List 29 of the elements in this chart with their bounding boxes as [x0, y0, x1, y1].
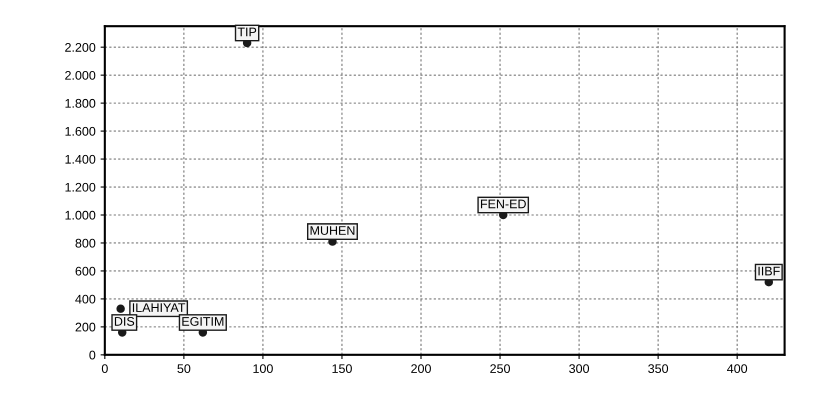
x-tick-label: 150 — [332, 364, 352, 374]
y-tick-label: 600 — [76, 266, 96, 276]
y-tick-label: 1.200 — [65, 182, 96, 192]
series-label: FEN-ED — [480, 200, 526, 208]
y-tick-label: 1.800 — [65, 98, 96, 108]
y-tick-label: 800 — [75, 238, 96, 248]
x-tick-label: 50 — [177, 364, 190, 374]
y-tick-label: 0 — [89, 350, 96, 360]
x-tick-label: 0 — [102, 364, 108, 374]
series-label: EGITIM — [182, 316, 224, 326]
x-tick-label: 350 — [648, 364, 668, 374]
x-tick-label: 200 — [411, 364, 431, 374]
x-tick-label: 300 — [569, 364, 590, 374]
series-label: DIS — [114, 316, 134, 326]
x-tick-label: 100 — [253, 364, 273, 374]
y-tick-label: 2.000 — [65, 70, 96, 80]
y-tick-label: 1.600 — [65, 126, 96, 136]
y-tick-label: 1.400 — [65, 154, 96, 164]
series-label: IIBF — [758, 266, 780, 276]
y-tick-label: 2.200 — [65, 42, 96, 52]
y-tick-label: 200 — [76, 322, 96, 332]
y-tick-label: 1.000 — [65, 210, 96, 220]
y-tick-label: 400 — [75, 294, 96, 304]
x-tick-label: 400 — [727, 364, 748, 374]
series-label: MUHEN — [310, 226, 354, 235]
point — [116, 304, 125, 313]
x-tick-label: 250 — [490, 364, 510, 374]
series-label: ILAHIYAT — [132, 303, 186, 312]
series-label: TIP — [238, 28, 256, 36]
